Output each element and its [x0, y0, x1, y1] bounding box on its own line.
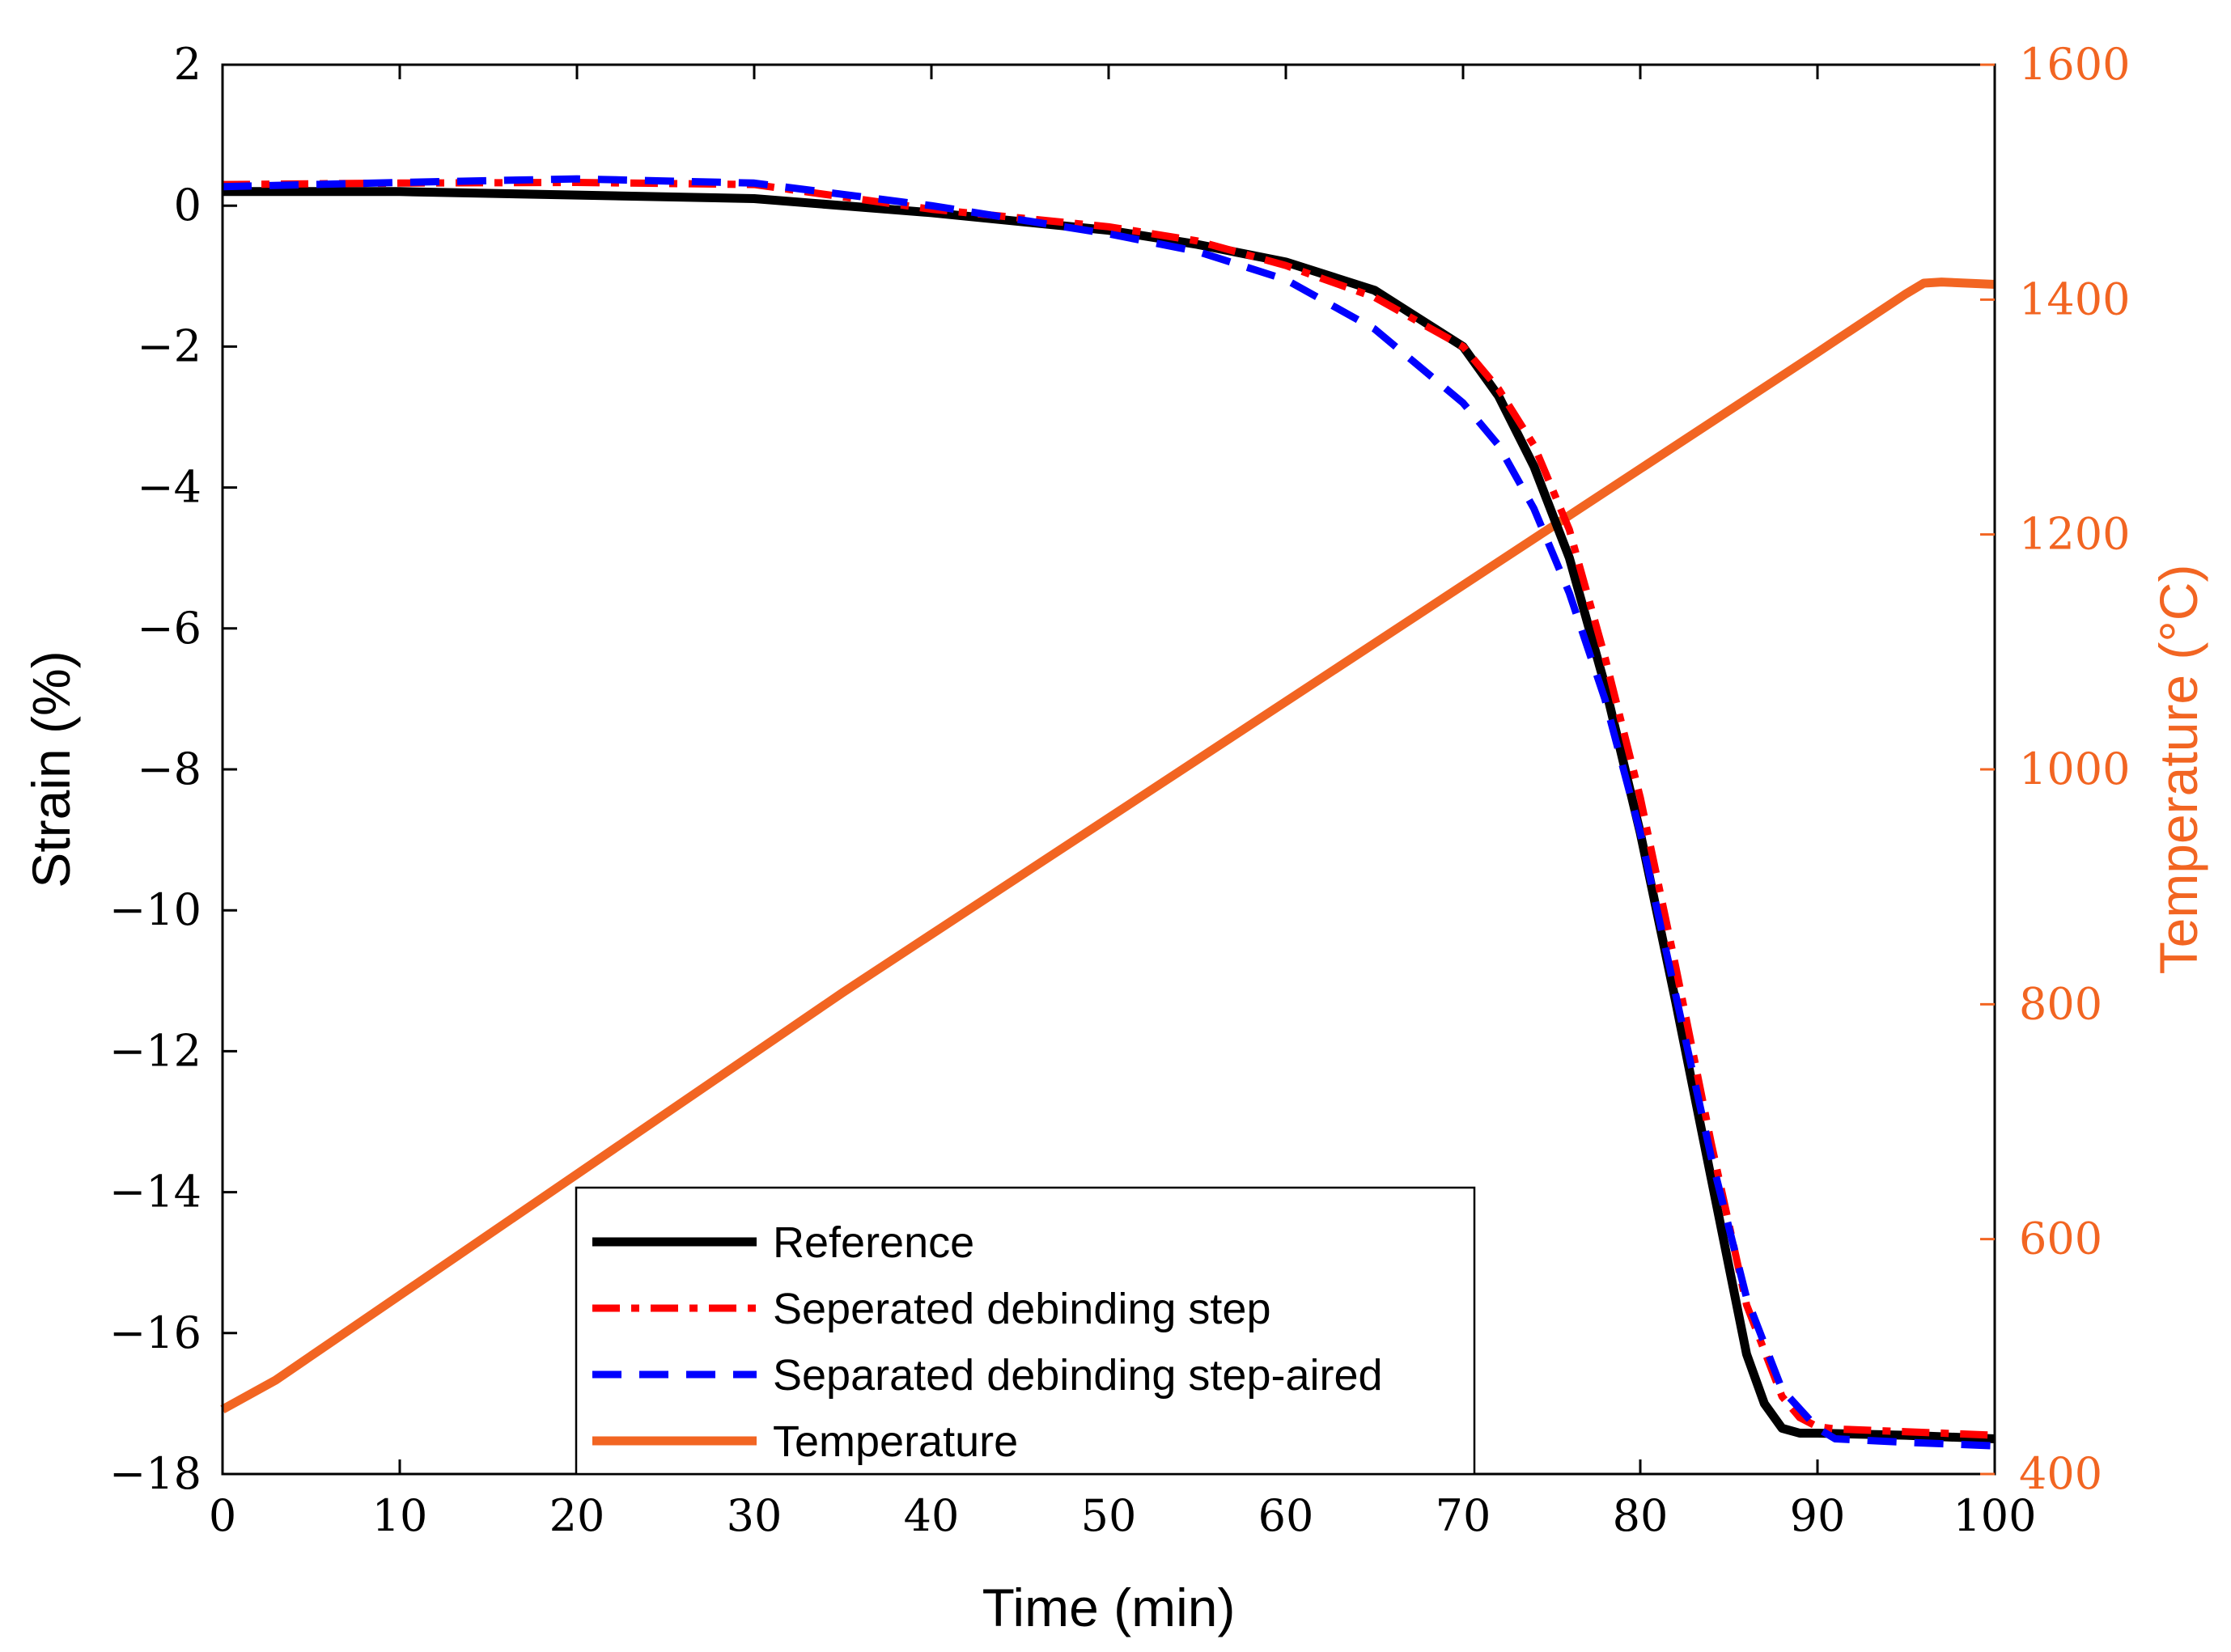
series-line-separated-debinding-step-aired — [222, 175, 1996, 1450]
y-tick-label: −6 — [137, 603, 201, 654]
legend-box — [575, 1186, 1476, 1476]
y2-tick-label: 1200 — [2019, 509, 2130, 560]
y2-tick-label: 800 — [2019, 978, 2102, 1029]
legend-items: Reference Seperated debinding step Separat… — [592, 1218, 1383, 1466]
y-tick-label: −10 — [109, 884, 201, 935]
y-tick-label: −2 — [137, 320, 201, 371]
x-tick-label: 90 — [1790, 1490, 1846, 1541]
y2-tick-label: 1000 — [2019, 743, 2130, 794]
x-tick-label: 20 — [549, 1490, 605, 1541]
y-tick-label: 2 — [174, 39, 201, 90]
series-line-reference — [223, 187, 1996, 1443]
x-tick-label: 100 — [1953, 1490, 2036, 1541]
series-layer — [220, 175, 1996, 1450]
series-line-temperature — [220, 277, 1996, 1414]
legend-label: Seperated debinding step — [773, 1285, 1271, 1333]
x-tick-label: 30 — [727, 1490, 783, 1541]
y-tick-label: −12 — [109, 1025, 201, 1076]
y-tick-label: −16 — [109, 1307, 201, 1358]
x-tick-label: 40 — [904, 1490, 960, 1541]
x-tick-label: 10 — [372, 1490, 428, 1541]
y2-axis-label: Temperature (°C) — [2148, 565, 2208, 975]
x-tick-label: 70 — [1436, 1490, 1491, 1541]
x-tick-label: 0 — [209, 1490, 236, 1541]
y-tick-label: −8 — [137, 743, 201, 794]
y2-tick-label: 1600 — [2019, 39, 2130, 90]
legend: Reference Seperated debinding step Separat… — [575, 1186, 1476, 1476]
y-axis-label: Strain (%) — [21, 650, 81, 887]
y-tick-label: 0 — [174, 180, 201, 231]
x-tick-label: 50 — [1081, 1490, 1137, 1541]
x-tick-label: 80 — [1613, 1490, 1669, 1541]
labels-layer: Time (min) Strain (%) Temperature (°C) — [21, 565, 2208, 1637]
y-tick-label: −4 — [137, 462, 201, 513]
y2-tick-label: 1400 — [2019, 273, 2130, 324]
y-tick-label: −18 — [109, 1448, 201, 1499]
y2-tick-label: 600 — [2019, 1214, 2102, 1264]
y2-tick-label: 400 — [2019, 1448, 2102, 1499]
legend-label: Separated debinding step-aired — [773, 1351, 1383, 1400]
x-tick-label: 60 — [1258, 1490, 1314, 1541]
legend-label: Reference — [773, 1218, 974, 1267]
x-axis-label: Time (min) — [982, 1578, 1236, 1637]
ticks-layer: 0 10 20 30 40 50 60 70 80 90 10020−2−4−6−8−10−12−1… — [109, 39, 2130, 1541]
legend-label: Temperature — [773, 1417, 1018, 1466]
y-tick-label: −14 — [109, 1167, 201, 1218]
